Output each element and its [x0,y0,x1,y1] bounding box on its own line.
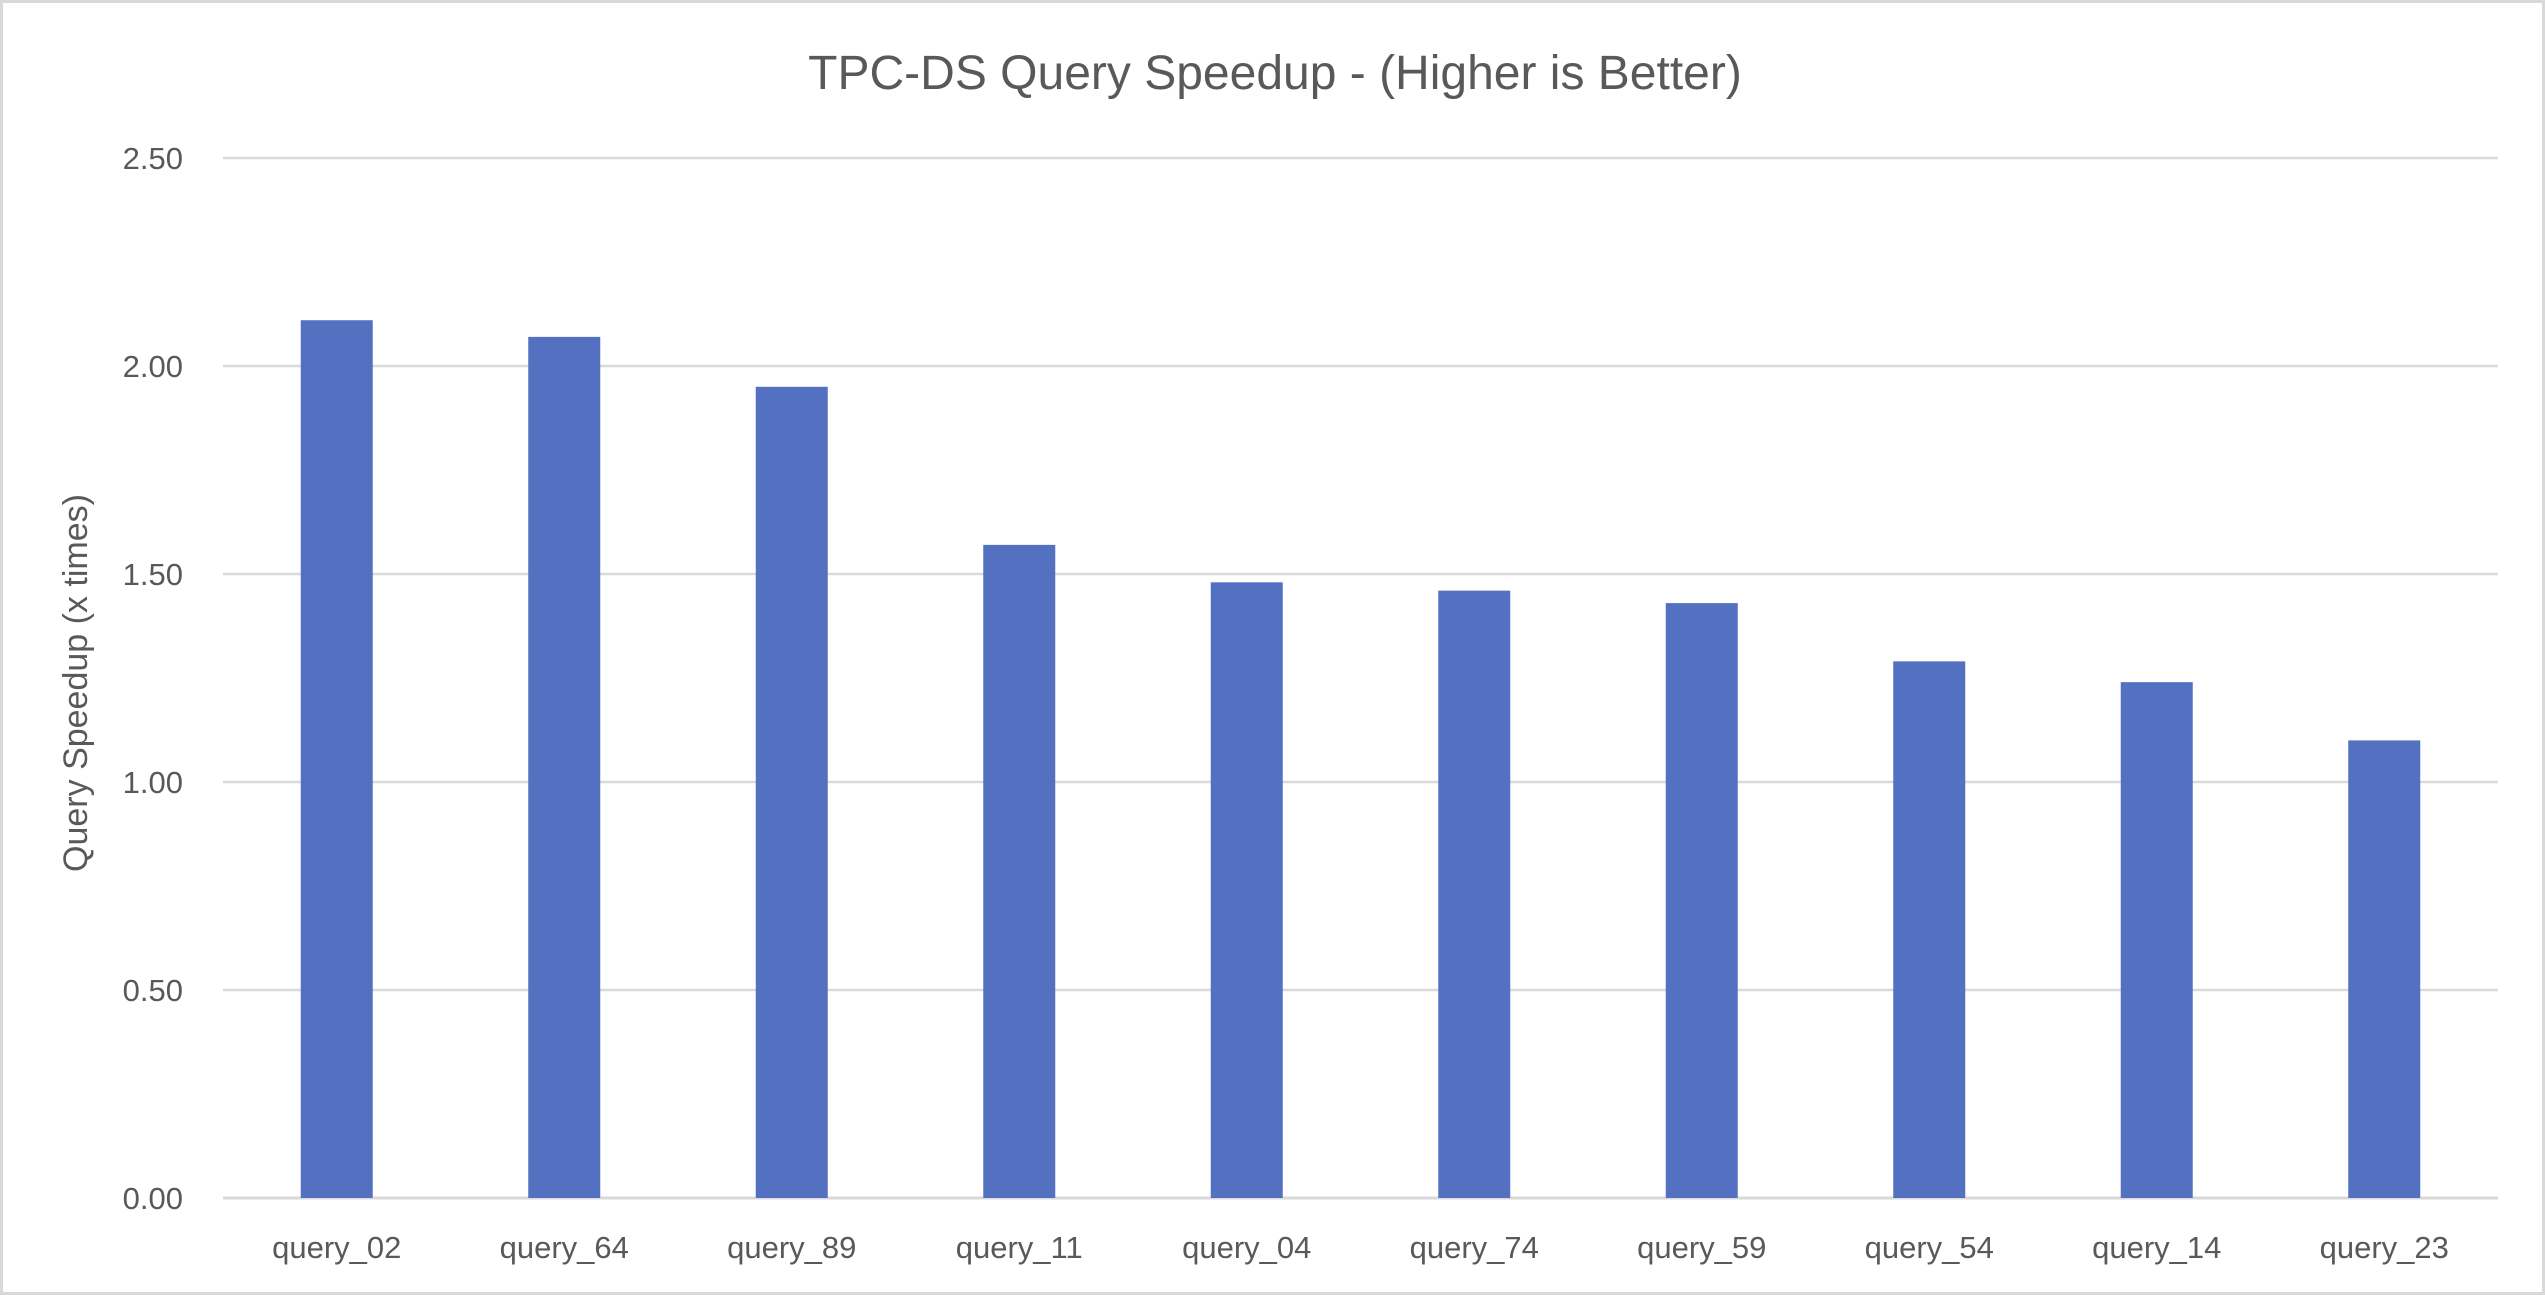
y-tick-label: 0.50 [123,973,183,1008]
y-tick-label: 1.50 [123,557,183,592]
y-tick-label: 1.00 [123,765,183,800]
bar-query_64 [528,336,601,1198]
x-tick-label: query_59 [1637,1230,1766,1265]
x-tick-label: query_54 [1865,1230,1994,1265]
bar-query_14 [2120,682,2193,1198]
x-tick-label: query_64 [500,1230,629,1265]
bar-query_02 [300,320,373,1198]
gridlines [223,156,2498,1200]
bar-query_59 [1665,603,1738,1198]
bar-query_23 [2348,740,2421,1198]
bar-query_74 [1438,590,1511,1198]
x-axis-ticks: query_02 query_64 query_89 query_11 query_04… [272,1230,2449,1265]
y-tick-label: 2.50 [123,141,183,176]
x-tick-label: query_89 [727,1230,856,1265]
x-tick-label: query_74 [1410,1230,1539,1265]
x-tick-label: query_11 [956,1230,1083,1265]
bar-query_04 [1210,582,1283,1198]
x-tick-label: query_04 [1182,1230,1311,1265]
y-tick-label: 2.00 [123,349,183,384]
y-axis-title: Query Speedup (x times) [57,494,95,872]
x-tick-label: query_23 [2320,1230,2449,1265]
x-tick-label: query_02 [272,1230,401,1265]
x-tick-label: query_14 [2092,1230,2221,1265]
bar-query_11 [983,544,1056,1198]
chart-title: TPC-DS Query Speedup - (Higher is Better… [808,47,1742,100]
bar-chart: 0.00 0.50 1.00 1.50 2.00 2.50 query_02 query_6… [57,47,2498,1265]
bars [300,320,2421,1198]
bar-query_54 [1893,661,1966,1198]
y-tick-label: 0.00 [123,1181,183,1216]
bar-query_89 [755,386,828,1198]
y-axis-ticks: 0.00 0.50 1.00 1.50 2.00 2.50 [123,141,183,1216]
